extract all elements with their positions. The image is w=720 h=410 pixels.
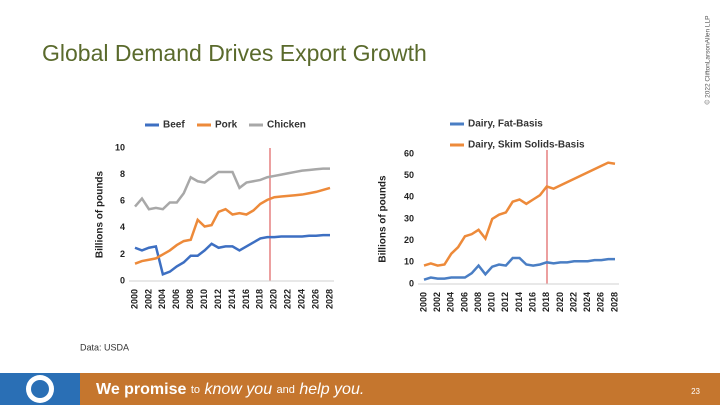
- tagline-part: know you: [205, 381, 273, 398]
- x-tick-label: 2028: [324, 289, 334, 309]
- legend-label: Pork: [215, 120, 238, 131]
- y-tick-label: 4: [120, 222, 125, 232]
- series-line: [134, 186, 331, 265]
- y-tick-label: 10: [404, 257, 414, 267]
- y-axis-label: Billions of pounds: [378, 175, 389, 263]
- series-line: [423, 161, 616, 267]
- y-tick-label: 50: [404, 170, 414, 180]
- series-line: [134, 233, 330, 277]
- x-tick-label: 2020: [269, 289, 279, 309]
- legend-label: Dairy, Fat-Basis: [468, 119, 543, 130]
- x-tick-label: 2024: [582, 292, 592, 312]
- x-tick-label: 2016: [528, 292, 538, 312]
- copyright: © 2022 CliftonLarsonAllen LLP: [704, 16, 712, 105]
- x-tick-label: 2018: [541, 292, 551, 312]
- tagline: We promise to know you and help you.: [96, 381, 364, 398]
- x-tick-label: 2022: [283, 289, 293, 309]
- tagline-part: to: [191, 384, 200, 396]
- x-tick-label: 2012: [500, 292, 510, 312]
- y-tick-label: 8: [120, 169, 125, 179]
- series-line: [134, 167, 330, 211]
- x-tick-label: 2008: [473, 292, 483, 312]
- y-tick-label: 20: [404, 235, 414, 245]
- y-tick-label: 0: [409, 278, 414, 288]
- y-tick-label: 60: [404, 148, 414, 158]
- x-tick-label: 2010: [199, 289, 209, 309]
- x-tick-label: 2004: [157, 289, 167, 309]
- x-tick-label: 2004: [446, 292, 456, 312]
- page-number: 23: [691, 387, 700, 396]
- y-tick-label: 2: [120, 249, 125, 259]
- x-tick-label: 2018: [255, 289, 265, 309]
- series-line: [423, 256, 615, 281]
- x-tick-label: 2000: [129, 289, 139, 309]
- x-tick-label: 2014: [514, 292, 524, 312]
- tagline-part: help you.: [299, 381, 364, 398]
- y-tick-label: 40: [404, 192, 414, 202]
- y-tick-label: 30: [404, 213, 414, 223]
- x-tick-label: 2020: [555, 292, 565, 312]
- footer-bar: [0, 373, 720, 405]
- x-tick-label: 2016: [241, 289, 251, 309]
- x-tick-label: 2002: [432, 292, 442, 312]
- y-tick-label: 6: [120, 196, 125, 206]
- x-tick-label: 2008: [185, 289, 195, 309]
- slide-title: Global Demand Drives Export Growth: [42, 40, 427, 66]
- x-tick-label: 2012: [213, 289, 223, 309]
- tagline-part: We promise: [96, 381, 187, 398]
- legend-label: Chicken: [267, 120, 306, 131]
- x-tick-label: 2022: [568, 292, 578, 312]
- tagline-part: and: [277, 384, 295, 396]
- y-axis-label: Billions of pounds: [95, 170, 106, 258]
- x-tick-label: 2026: [596, 292, 606, 312]
- x-tick-label: 2000: [418, 292, 428, 312]
- y-tick-label: 10: [115, 142, 125, 152]
- x-tick-label: 2010: [487, 292, 497, 312]
- logo-inner: [31, 380, 49, 398]
- source: Data: USDA: [80, 342, 129, 352]
- x-tick-label: 2006: [171, 289, 181, 309]
- x-tick-label: 2006: [459, 292, 469, 312]
- x-tick-label: 2002: [143, 289, 153, 309]
- x-tick-label: 2026: [310, 289, 320, 309]
- y-tick-label: 0: [120, 275, 125, 285]
- x-tick-label: 2028: [609, 292, 619, 312]
- x-tick-label: 2014: [227, 289, 237, 309]
- x-tick-label: 2024: [297, 289, 307, 309]
- legend-label: Dairy, Skim Solids-Basis: [468, 140, 585, 151]
- legend-label: Beef: [163, 120, 185, 131]
